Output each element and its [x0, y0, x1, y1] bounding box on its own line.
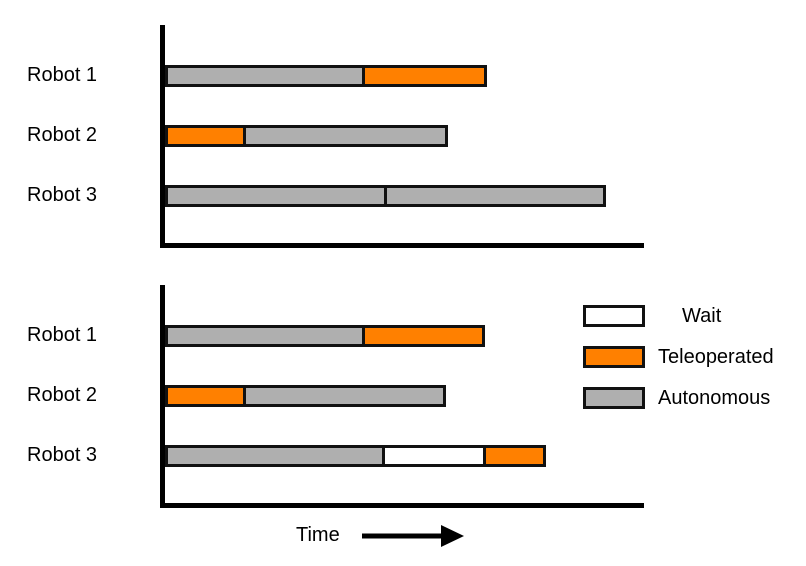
bar-segment-teleoperated — [486, 445, 546, 467]
row-label: Robot 2 — [27, 124, 98, 146]
bar-segment-autonomous — [165, 325, 365, 347]
bar-segment-autonomous — [246, 385, 446, 407]
bar-segment-teleoperated — [365, 325, 485, 347]
bar-segment-autonomous — [165, 65, 365, 87]
legend-label: Wait — [682, 305, 722, 327]
legend-item-wait: Wait — [583, 305, 774, 327]
legend-swatch-teleoperated — [583, 346, 645, 368]
time-arrow-icon — [362, 525, 464, 547]
bar-segment-teleoperated — [165, 385, 246, 407]
gantt-chart-top: Robot 1 Robot 2 Robot 3 — [27, 25, 644, 248]
bar-segment-autonomous — [165, 185, 387, 207]
legend-item-autonomous: Autonomous — [583, 387, 774, 409]
bar-segment-teleoperated — [165, 125, 246, 147]
row-label: Robot 1 — [27, 324, 98, 346]
row-label: Robot 3 — [27, 184, 98, 206]
x-axis-title: Time — [296, 524, 340, 546]
bar-segment-autonomous — [246, 125, 448, 147]
legend-swatch-wait — [583, 305, 645, 327]
legend-swatch-autonomous — [583, 387, 645, 409]
bar-segment-autonomous — [387, 185, 606, 207]
row-label: Robot 2 — [27, 384, 98, 406]
row-label: Robot 3 — [27, 444, 98, 466]
bar-segment-wait — [385, 445, 486, 467]
bar-segment-autonomous — [165, 445, 385, 467]
legend-label: Teleoperated — [658, 346, 774, 368]
row-label: Robot 1 — [27, 64, 98, 86]
gantt-chart-bottom: Robot 1 Robot 2 Robot 3 — [27, 285, 644, 508]
legend-label: Autonomous — [658, 387, 771, 409]
legend-item-teleoperated: Teleoperated — [583, 346, 774, 368]
legend: Wait Teleoperated Autonomous — [583, 305, 774, 409]
bar-segment-teleoperated — [365, 65, 487, 87]
